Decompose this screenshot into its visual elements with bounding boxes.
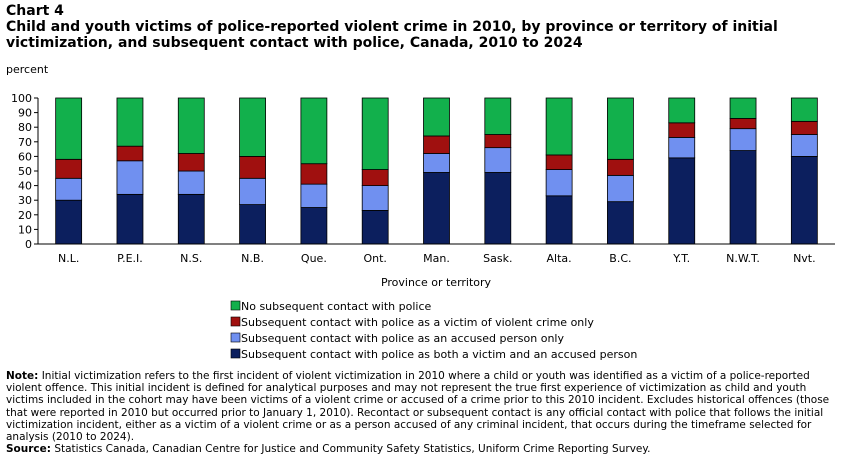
x-tick-label: Alta. (547, 252, 572, 265)
bar-segment (177, 97, 205, 154)
y-tick-label: 80 (18, 121, 32, 134)
x-tick-label: Que. (301, 252, 327, 265)
legend-swatch (230, 332, 241, 343)
y-tick-label: 100 (11, 92, 32, 105)
bar-segment (55, 199, 83, 245)
bar-segment (361, 169, 389, 187)
bar-segment (177, 193, 205, 245)
bar-segment (484, 97, 512, 135)
bar-segment (423, 135, 450, 154)
legend-label: Subsequent contact with police as an acc… (241, 332, 564, 345)
bar-segment (177, 153, 205, 172)
legend-swatch (230, 300, 241, 311)
bar-segment (729, 118, 757, 130)
legend-swatch (230, 316, 241, 327)
bar-segment (607, 174, 634, 203)
bar-segment (668, 97, 696, 124)
y-axis-label: percent (6, 63, 49, 76)
bar-segment (545, 195, 573, 245)
note-text: Initial victimization refers to the firs… (6, 370, 830, 444)
y-tick-label: 20 (18, 209, 32, 222)
legend-label: No subsequent contact with police (241, 300, 432, 313)
bar-segment (668, 137, 696, 159)
x-axis-label: Province or territory (381, 276, 492, 289)
x-tick-label: N.W.T. (726, 252, 760, 265)
bar-segment (484, 134, 512, 149)
bar-segment (423, 172, 450, 245)
bar-segment (668, 122, 696, 138)
note-label: Note: (6, 370, 39, 382)
header: Chart 4 Child and youth victims of polic… (6, 3, 836, 51)
x-tick-label: B.C. (609, 252, 631, 265)
source-label: Source: (6, 443, 51, 456)
bar-segment (55, 97, 83, 160)
y-tick-label: 50 (18, 165, 32, 178)
bar-segment (116, 97, 144, 147)
bar-segment (116, 160, 144, 195)
bar-segment (239, 204, 266, 245)
x-tick-label: Man. (423, 252, 450, 265)
bar-segment (790, 134, 818, 157)
bar-segment (361, 210, 389, 245)
bar-segment (423, 97, 450, 137)
bar-segment (545, 169, 573, 197)
bar-segment (607, 201, 634, 245)
bar-segment (300, 97, 328, 165)
chart-label: Chart 4 (6, 3, 64, 19)
bar-segment (300, 207, 328, 245)
bar-segment (729, 150, 757, 245)
bar-segment (239, 97, 266, 157)
x-tick-label: P.E.I. (117, 252, 143, 265)
legend-swatch (230, 348, 241, 359)
bar-segment (300, 163, 328, 185)
bar-segment (300, 183, 328, 208)
bar-segment (729, 128, 757, 151)
bar-segment (607, 97, 634, 160)
bar-segment (790, 120, 818, 135)
y-tick-label: 0 (25, 238, 32, 251)
y-tick-label: 90 (18, 107, 32, 120)
bar-segment (55, 177, 83, 201)
bar-segment (790, 156, 818, 245)
x-tick-label: Sask. (483, 252, 512, 265)
legend-label: Subsequent contact with police as a vict… (241, 316, 594, 329)
y-tick-label: 30 (18, 194, 32, 207)
x-tick-label: Y.T. (672, 252, 690, 265)
bar-segment (729, 97, 757, 119)
bar-segment (607, 158, 634, 176)
bar-segment (361, 97, 389, 170)
bar-segment (668, 157, 696, 245)
source-text: Statistics Canada, Canadian Centre for J… (54, 443, 651, 456)
bar-segment (55, 158, 83, 179)
x-tick-label: N.S. (180, 252, 202, 265)
bar-segment (423, 153, 450, 173)
bar-segment (116, 145, 144, 162)
notes: Note: Initial victimization refers to th… (6, 370, 844, 455)
bar-segment (545, 97, 573, 156)
bar-segment (790, 97, 818, 122)
x-tick-label: Ont. (363, 252, 386, 265)
bar-segment (484, 172, 512, 245)
bar-segment (177, 170, 205, 195)
y-tick-label: 10 (18, 223, 32, 236)
bar-segment (239, 177, 266, 205)
chart-title: Child and youth victims of police-report… (6, 19, 778, 51)
bar-segment (361, 185, 389, 211)
y-tick-label: 60 (18, 150, 32, 163)
bar-segment (116, 193, 144, 245)
x-tick-label: N.B. (241, 252, 264, 265)
bar-segment (484, 147, 512, 173)
legend-label: Subsequent contact with police as both a… (241, 348, 637, 361)
x-tick-label: N.L. (58, 252, 79, 265)
y-tick-label: 40 (18, 180, 32, 193)
chart-area: percent Province or territory 0 10 20 30 40 5… (0, 58, 850, 372)
x-tick-label: Nvt. (793, 252, 816, 265)
bar-segment (239, 156, 266, 179)
y-tick-label: 70 (18, 136, 32, 149)
bar-segment (545, 154, 573, 170)
